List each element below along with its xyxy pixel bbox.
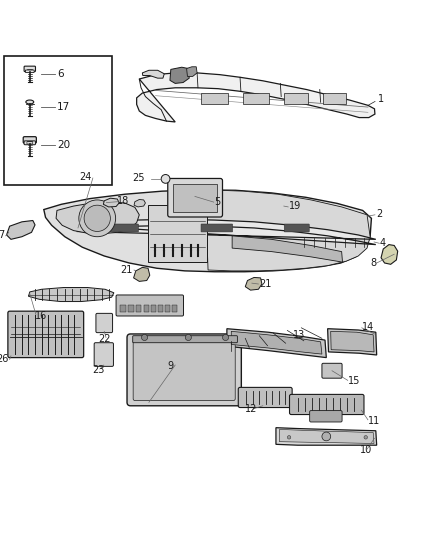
Text: 9: 9 <box>167 361 173 372</box>
FancyBboxPatch shape <box>133 339 235 400</box>
Bar <box>136 304 141 312</box>
FancyBboxPatch shape <box>94 343 113 366</box>
Circle shape <box>84 205 110 231</box>
Text: 4: 4 <box>380 238 386 248</box>
Bar <box>243 93 269 103</box>
Polygon shape <box>28 287 114 302</box>
Text: 16: 16 <box>35 311 47 320</box>
Polygon shape <box>142 70 164 78</box>
Text: 11: 11 <box>368 416 380 426</box>
Polygon shape <box>328 329 377 355</box>
Bar <box>151 304 156 312</box>
Text: 15: 15 <box>348 376 360 386</box>
Text: 14: 14 <box>362 322 374 332</box>
Polygon shape <box>279 430 374 443</box>
FancyBboxPatch shape <box>168 179 223 217</box>
Polygon shape <box>331 332 374 352</box>
Circle shape <box>141 334 148 341</box>
Circle shape <box>185 334 191 341</box>
Text: 8: 8 <box>371 259 377 269</box>
Polygon shape <box>170 67 189 84</box>
Ellipse shape <box>26 100 34 104</box>
Text: 22: 22 <box>98 334 110 344</box>
Text: 19: 19 <box>289 201 301 212</box>
FancyBboxPatch shape <box>127 334 241 406</box>
FancyBboxPatch shape <box>290 394 364 415</box>
Bar <box>173 184 217 212</box>
Polygon shape <box>137 73 375 122</box>
Text: 23: 23 <box>92 365 105 375</box>
Text: 12: 12 <box>245 405 258 414</box>
Text: 17: 17 <box>57 102 70 111</box>
Polygon shape <box>245 278 262 290</box>
Bar <box>144 304 149 312</box>
Bar <box>165 304 170 312</box>
Polygon shape <box>44 190 371 272</box>
Bar <box>4 56 112 185</box>
Text: 7: 7 <box>0 230 4 240</box>
FancyBboxPatch shape <box>25 70 34 72</box>
Polygon shape <box>227 329 326 358</box>
FancyBboxPatch shape <box>322 364 342 378</box>
FancyBboxPatch shape <box>23 136 36 143</box>
Circle shape <box>322 432 331 441</box>
Text: 21: 21 <box>259 279 272 289</box>
Text: 21: 21 <box>120 265 132 275</box>
Text: 1: 1 <box>378 94 385 104</box>
FancyBboxPatch shape <box>133 336 237 343</box>
FancyBboxPatch shape <box>284 224 309 232</box>
Circle shape <box>287 435 291 439</box>
Circle shape <box>161 174 170 183</box>
Polygon shape <box>7 221 35 239</box>
FancyBboxPatch shape <box>105 224 138 232</box>
Bar <box>120 304 126 312</box>
Polygon shape <box>134 268 150 281</box>
Bar <box>148 205 207 262</box>
Text: 2: 2 <box>376 209 382 219</box>
Circle shape <box>223 334 229 341</box>
FancyBboxPatch shape <box>310 410 342 422</box>
Bar <box>128 304 134 312</box>
Text: 6: 6 <box>57 69 64 79</box>
FancyBboxPatch shape <box>116 295 184 316</box>
FancyBboxPatch shape <box>24 66 35 71</box>
Polygon shape <box>231 332 322 354</box>
Polygon shape <box>56 201 139 233</box>
Bar <box>323 93 346 103</box>
Text: 25: 25 <box>132 173 145 183</box>
Text: 24: 24 <box>80 172 92 182</box>
Bar <box>201 93 228 103</box>
Text: 13: 13 <box>293 330 305 340</box>
Polygon shape <box>276 427 377 445</box>
Bar <box>172 304 177 312</box>
FancyBboxPatch shape <box>238 387 292 408</box>
Polygon shape <box>134 199 145 207</box>
Text: 18: 18 <box>117 196 129 206</box>
Circle shape <box>364 435 367 439</box>
Polygon shape <box>207 190 370 271</box>
Text: 20: 20 <box>57 140 70 150</box>
Bar <box>158 304 163 312</box>
FancyBboxPatch shape <box>96 313 113 333</box>
FancyBboxPatch shape <box>8 311 84 358</box>
Polygon shape <box>232 236 343 262</box>
Text: 10: 10 <box>360 445 372 455</box>
Polygon shape <box>103 198 119 207</box>
FancyBboxPatch shape <box>24 141 35 145</box>
Polygon shape <box>187 67 197 76</box>
Text: 5: 5 <box>214 197 220 207</box>
Polygon shape <box>381 245 398 264</box>
Bar <box>284 93 308 103</box>
Text: 26: 26 <box>0 354 9 365</box>
Polygon shape <box>77 219 376 245</box>
Circle shape <box>79 200 116 237</box>
FancyBboxPatch shape <box>201 224 233 232</box>
